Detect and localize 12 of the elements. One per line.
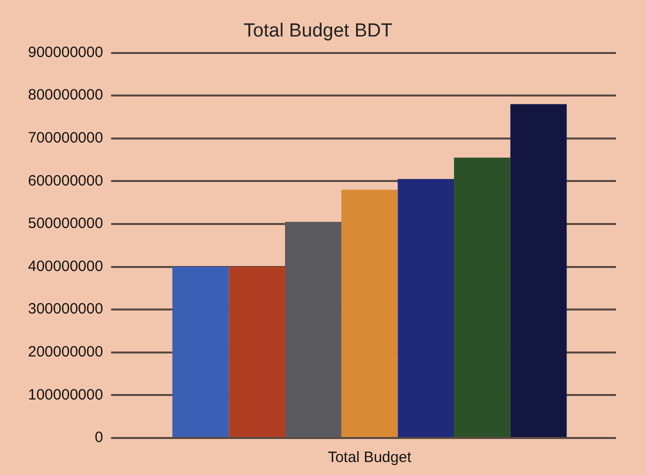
- y-tick-label: 600000000: [28, 172, 104, 190]
- y-tick-label: 0: [94, 429, 104, 446]
- y-tick-label: 800000000: [28, 86, 104, 104]
- y-tick-label: 500000000: [28, 215, 104, 232]
- y-tick-label: 700000000: [28, 130, 104, 147]
- x-tick-label: Total Budget: [328, 449, 412, 466]
- y-tick-label: 100000000: [28, 386, 104, 404]
- y-tick-label: 400000000: [28, 258, 104, 275]
- y-tick-label: 900000000: [28, 44, 104, 61]
- chart-title: Total Budget BDT: [244, 20, 393, 42]
- y-tick-label: 300000000: [28, 300, 104, 318]
- y-tick-label: 200000000: [28, 344, 104, 361]
